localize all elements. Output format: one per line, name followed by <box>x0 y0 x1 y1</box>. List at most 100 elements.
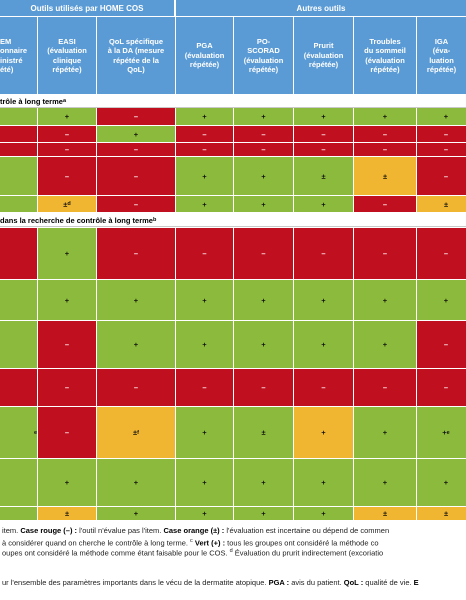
grid-cell-r5-c7: – <box>354 196 417 212</box>
grid-cell-value: – <box>64 383 70 392</box>
column-header-4: PGA (évaluation répétée) <box>176 17 233 94</box>
grid-cell-value: + <box>261 478 266 487</box>
section-label-2-text: dans la recherche de contrôle à long ter… <box>0 215 153 225</box>
grid-cell-value: – <box>321 129 326 139</box>
footnote-1-pre: item. <box>2 526 21 535</box>
grid-cell-r9-c4: – <box>176 369 234 406</box>
grid-cell-value: + <box>202 478 207 487</box>
footnote-1-mid: l'outil n'évalue pas l'item. <box>77 526 164 535</box>
grid-cell-r1-c7: + <box>354 108 417 125</box>
grid-cell-r3-c4: – <box>176 143 234 156</box>
grid-cell-value: – <box>133 383 139 392</box>
grid-cell-value: + <box>261 171 266 181</box>
footnote-line-2: à considérer quand on cherche le contrôl… <box>2 536 379 549</box>
grid-cell-r8-c3: + <box>97 321 176 368</box>
abbr-pga-text: avis du patient. <box>289 578 344 587</box>
footnote-1-red-key: Case rouge (–) : <box>20 526 78 535</box>
column-header-7: Troubles du sommeil (évaluation répétée) <box>354 17 416 94</box>
grid-cell-r6-c4: – <box>176 228 234 279</box>
grid-cell-r11-c6: + <box>294 459 354 506</box>
grid-cell-value: + <box>133 340 139 349</box>
footnote-3-post: Évaluation du prurit indirectement (exco… <box>232 548 384 558</box>
grid-cell-r2-c5: – <box>234 126 294 142</box>
grid-cell-value: + <box>261 199 266 209</box>
footnote-2-green-key: Vert (+) : <box>192 538 226 548</box>
abbr-qol-text: qualité de vie. <box>363 578 414 587</box>
grid-cell-value: – <box>202 383 207 392</box>
footnote-2-sup: c <box>190 538 193 544</box>
grid-cell-value: – <box>321 145 326 154</box>
grid-cell-r10-c7: + <box>354 407 417 458</box>
grid-cell-r6-c2: + <box>38 228 97 279</box>
column-header-6: Prurit (évaluation répétée) <box>294 17 353 94</box>
grid-cell-r9-c5: – <box>234 369 294 406</box>
grid-cell-r10-c3: ± f <box>97 407 176 458</box>
header-group-other: Autres outils <box>176 0 466 16</box>
grid-cell-value: – <box>202 145 207 154</box>
grid-cell-value: – <box>443 171 449 181</box>
grid-cell-r3-c6: – <box>294 143 354 156</box>
grid-cell-r9-c8: – <box>417 369 466 406</box>
section-label-1: trôle à long terme a <box>0 95 466 108</box>
grid-cell-value: + <box>64 295 70 305</box>
grid-cell-sup: e <box>446 429 450 436</box>
grid-cell-r3-c1 <box>0 143 38 156</box>
footnote-line-3: oupes ont considéré la méthode comme éta… <box>2 546 383 559</box>
grid-cell-r12-c5: + <box>234 507 294 520</box>
grid-cell-r3-c5: – <box>234 143 294 156</box>
grid-cell-r6-c7: – <box>354 228 417 279</box>
grid-cell-value: – <box>133 249 139 258</box>
header-group-divider <box>174 0 176 16</box>
grid-cell-value: ± <box>443 199 449 209</box>
grid-cell-r3-c7: – <box>354 143 417 156</box>
grid-cell-value: + <box>382 478 388 487</box>
grid-cell-value: + <box>261 509 266 518</box>
grid-cell-r5-c5: + <box>234 196 294 212</box>
grid-cell-r1-c6: + <box>294 108 354 125</box>
grid-cell-value: – <box>261 383 266 392</box>
grid-cell-value: + <box>261 295 266 305</box>
grid-cell-r10-c8: + e <box>417 407 466 458</box>
grid-cell-value: – <box>133 171 139 181</box>
section-label-2: dans la recherche de contrôle à long ter… <box>0 214 466 227</box>
grid-cell-value: – <box>261 249 266 258</box>
grid-cell-r7-c2: + <box>38 280 97 320</box>
grid-cell-r9-c7: – <box>354 369 417 406</box>
grid-cell-r12-c6: + <box>294 507 354 520</box>
grid-cell-value: ± <box>382 171 388 181</box>
footnote-2-pre: à considérer quand on cherche le contrôl… <box>2 538 191 548</box>
grid-cell-r6-c8: – <box>417 228 466 279</box>
grid-cell-value: + <box>443 478 449 487</box>
grid-cell-r8-c2: – <box>38 321 97 368</box>
grid-cell-value: + <box>321 199 326 209</box>
grid-cell-value: – <box>64 340 70 349</box>
grid-cell-value: – <box>382 129 388 139</box>
grid-cell-value: ± <box>64 509 70 518</box>
footnote-3-sup: d <box>229 548 233 554</box>
column-header-5: PO- SCORAD (évaluation répétée) <box>234 17 293 94</box>
grid-cell-value: – <box>443 145 449 154</box>
grid-cell-r8-c7: + <box>354 321 417 368</box>
grid-cell-r2-c4: – <box>176 126 234 142</box>
grid-cell-r12-c4: + <box>176 507 234 520</box>
grid-cell-value: – <box>382 199 388 209</box>
grid-cell-r1-c1 <box>0 108 38 125</box>
grid-cell-value: – <box>64 428 70 437</box>
grid-cell-value: ± <box>321 171 326 181</box>
grid-cell-r7-c7: + <box>354 280 417 320</box>
grid-cell-value: + <box>321 112 326 121</box>
footnote-2-post: tous les groupes ont considéré la méthod… <box>225 538 379 548</box>
grid-cell-r11-c5: + <box>234 459 294 506</box>
grid-cell-value: + <box>321 295 326 305</box>
grid-cell-value: + <box>321 340 326 349</box>
grid-cell-r2-c1 <box>0 126 38 142</box>
grid-cell-sup: e <box>33 429 37 436</box>
grid-cell-value: + <box>442 428 447 437</box>
grid-cell-r12-c2: ± <box>38 507 97 520</box>
grid-cell-value: – <box>64 129 70 139</box>
grid-cell-r10-c6: + <box>294 407 354 458</box>
grid-cell-value: + <box>64 112 70 121</box>
grid-cell-r7-c8: + <box>417 280 466 320</box>
grid-cell-r8-c6: + <box>294 321 354 368</box>
grid-cell-value: – <box>321 383 326 392</box>
